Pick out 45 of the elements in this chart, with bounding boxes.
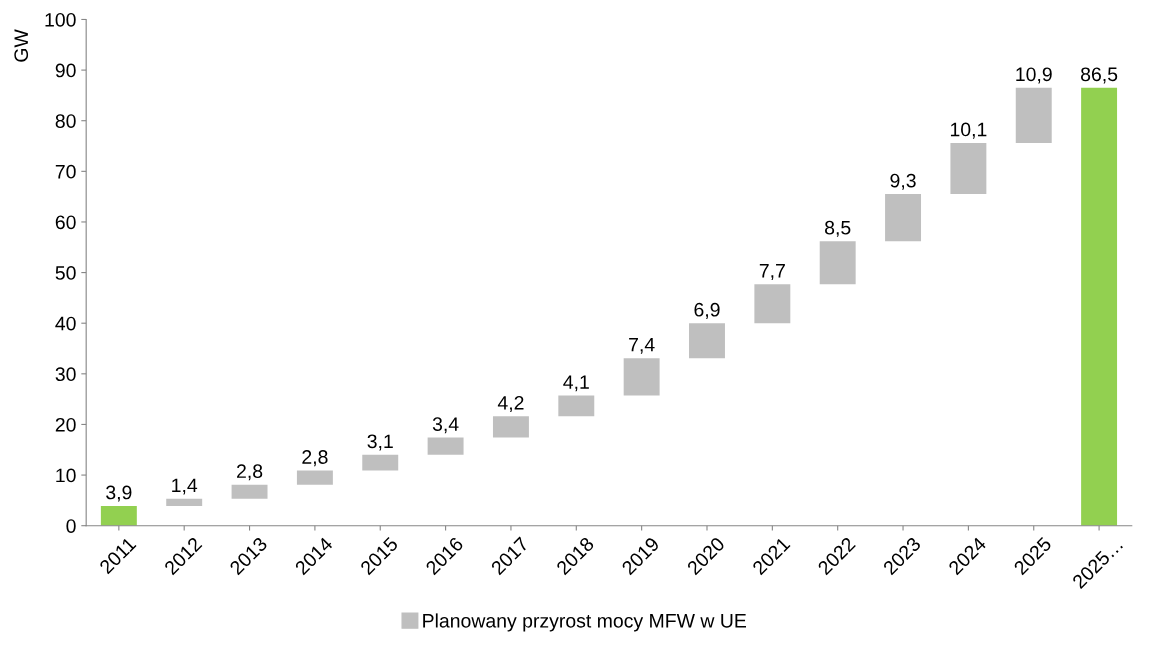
y-tick-label: 90 bbox=[55, 63, 76, 78]
bar bbox=[492, 416, 529, 438]
data-label: 3,9 bbox=[106, 485, 132, 502]
y-axis-title: GW bbox=[14, 29, 29, 62]
data-label: 1,4 bbox=[172, 478, 198, 495]
data-label: 10,9 bbox=[1016, 67, 1052, 84]
y-tick-label: 20 bbox=[55, 417, 76, 432]
y-tick-label: 40 bbox=[55, 316, 76, 331]
data-label: 86,5 bbox=[1081, 67, 1118, 84]
y-tick-label: 70 bbox=[55, 164, 76, 179]
data-label: 8,5 bbox=[825, 220, 851, 237]
y-tick-label: 80 bbox=[55, 114, 76, 128]
data-label: 7,7 bbox=[759, 264, 785, 280]
bar bbox=[100, 505, 137, 526]
y-tick-label: 50 bbox=[55, 266, 76, 280]
y-tick-label: 60 bbox=[55, 215, 76, 230]
data-label: 2,8 bbox=[237, 464, 263, 481]
bar bbox=[362, 454, 399, 471]
bar bbox=[623, 358, 660, 396]
data-label: 7,4 bbox=[629, 337, 655, 354]
data-label: 3,1 bbox=[367, 434, 393, 451]
bar bbox=[558, 395, 595, 417]
bar bbox=[689, 323, 725, 359]
data-label: 2,8 bbox=[302, 450, 328, 467]
data-label: 6,9 bbox=[694, 302, 720, 319]
data-label: 9,3 bbox=[890, 173, 916, 190]
bar bbox=[427, 437, 464, 455]
data-label: 10,1 bbox=[950, 122, 987, 139]
bar bbox=[1015, 87, 1052, 143]
y-tick-label: 0 bbox=[66, 519, 76, 533]
bar bbox=[231, 484, 268, 499]
bar bbox=[885, 194, 922, 242]
y-tick-label: 10 bbox=[56, 468, 76, 483]
bar bbox=[819, 241, 856, 285]
bar bbox=[166, 498, 203, 506]
data-label: 4,1 bbox=[563, 375, 589, 392]
data-label: 3,4 bbox=[432, 417, 459, 434]
bar bbox=[1081, 87, 1118, 526]
bar bbox=[296, 470, 333, 485]
data-label: 4,2 bbox=[497, 395, 524, 413]
y-tick-label: 100 bbox=[45, 12, 76, 27]
legend-label: Planowany przyrost mocy MFW w UE bbox=[423, 613, 746, 632]
bar bbox=[754, 284, 791, 324]
bar bbox=[950, 142, 987, 195]
y-tick-label: 30 bbox=[55, 367, 76, 382]
